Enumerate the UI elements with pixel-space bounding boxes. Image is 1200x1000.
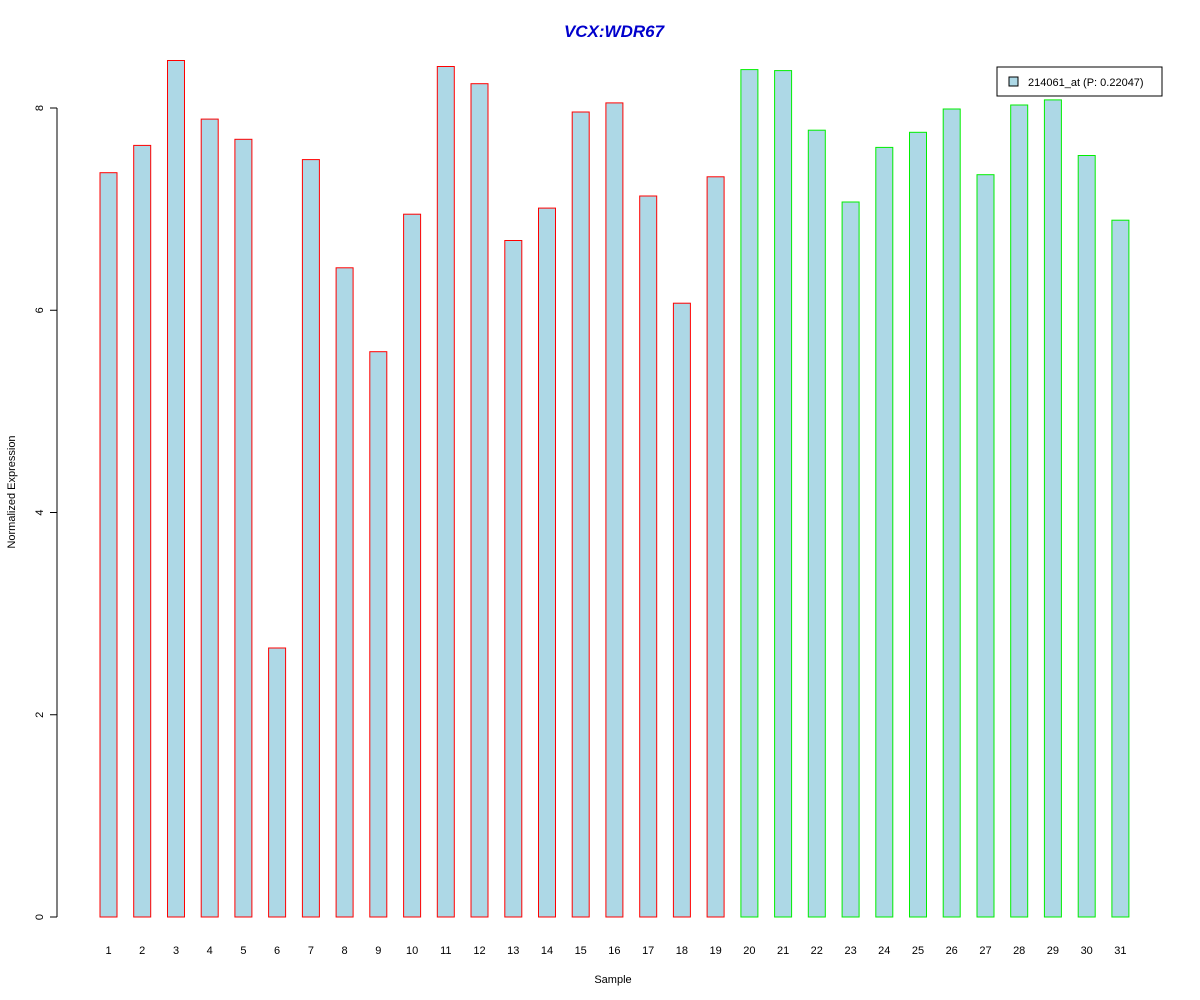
x-tick-label: 20 <box>743 945 755 957</box>
bar-sample-2 <box>133 144 152 918</box>
y-tick-label: 6 <box>34 307 46 313</box>
x-tick-label: 6 <box>274 945 280 957</box>
y-tick-label: 4 <box>34 509 46 515</box>
y-tick-label: 2 <box>34 712 46 718</box>
bar-sample-16 <box>605 102 624 918</box>
x-tick-label: 21 <box>777 945 789 957</box>
bar-sample-19 <box>706 176 725 918</box>
bar-sample-27 <box>976 174 995 918</box>
y-axis: 0 2 4 6 8 <box>34 105 58 920</box>
x-tick-label: 18 <box>676 945 688 957</box>
bar-sample-24 <box>875 146 894 918</box>
x-tick-label: 12 <box>473 945 485 957</box>
x-tick-label: 15 <box>575 945 587 957</box>
y-tick-label: 8 <box>34 105 46 111</box>
bar-sample-28 <box>1010 104 1029 918</box>
x-axis-label: Sample <box>594 974 631 986</box>
chart-title: VCX:WDR67 <box>564 22 666 41</box>
bar-sample-12 <box>470 83 489 918</box>
x-axis-tick-labels: 1 2 3 4 5 6 7 8 9 10 11 12 13 14 15 16 17 18 19 20 21 22 23 24 2… <box>105 945 1126 957</box>
bar-sample-17 <box>639 195 658 918</box>
x-tick-label: 29 <box>1047 945 1059 957</box>
legend-label: 214061_at (P: 0.22047) <box>1028 77 1144 89</box>
bar-sample-26 <box>942 108 961 918</box>
x-tick-label: 16 <box>608 945 620 957</box>
bar-sample-5 <box>234 138 253 918</box>
x-tick-label: 24 <box>878 945 890 957</box>
bar-sample-29 <box>1043 99 1062 918</box>
x-tick-label: 14 <box>541 945 553 957</box>
bar-sample-10 <box>403 213 422 918</box>
x-tick-label: 30 <box>1081 945 1093 957</box>
x-tick-label: 17 <box>642 945 654 957</box>
y-tick-label: 0 <box>34 914 46 920</box>
bar-sample-20 <box>740 69 759 918</box>
bar-sample-1 <box>99 172 118 918</box>
legend-swatch <box>1008 76 1019 87</box>
bar-sample-7 <box>301 159 320 918</box>
x-tick-label: 25 <box>912 945 924 957</box>
x-tick-label: 2 <box>139 945 145 957</box>
x-tick-label: 28 <box>1013 945 1025 957</box>
x-tick-label: 7 <box>308 945 314 957</box>
x-tick-label: 22 <box>811 945 823 957</box>
bar-sample-23 <box>841 201 860 918</box>
x-tick-label: 8 <box>342 945 348 957</box>
x-tick-label: 1 <box>105 945 111 957</box>
x-tick-label: 26 <box>946 945 958 957</box>
x-tick-label: 4 <box>207 945 213 957</box>
x-tick-label: 23 <box>844 945 856 957</box>
x-tick-label: 9 <box>375 945 381 957</box>
x-tick-label: 31 <box>1114 945 1126 957</box>
bar-sample-6 <box>268 647 287 918</box>
x-tick-label: 5 <box>240 945 246 957</box>
bar-sample-9 <box>369 351 388 918</box>
bar-sample-14 <box>538 207 556 918</box>
bar-sample-15 <box>571 111 590 918</box>
bar-sample-4 <box>200 118 219 918</box>
legend: 214061_at (P: 0.22047) <box>996 66 1163 97</box>
x-tick-label: 19 <box>709 945 721 957</box>
bar-sample-11 <box>436 66 455 918</box>
bar-sample-21 <box>774 70 793 918</box>
bar-sample-18 <box>672 302 691 918</box>
x-tick-label: 13 <box>507 945 519 957</box>
x-tick-label: 11 <box>440 945 451 957</box>
y-axis-label: Normalized Expression <box>6 435 18 548</box>
bar-sample-3 <box>167 60 185 918</box>
legend-box <box>996 66 1163 97</box>
bars-layer <box>99 60 1130 918</box>
x-tick-label: 3 <box>173 945 179 957</box>
bar-sample-13 <box>504 240 523 918</box>
x-tick-label: 10 <box>406 945 418 957</box>
bar-sample-31 <box>1111 219 1130 918</box>
bar-sample-8 <box>335 267 354 918</box>
bar-sample-30 <box>1077 155 1096 918</box>
bar-sample-22 <box>807 129 826 918</box>
x-tick-label: 27 <box>979 945 991 957</box>
bar-sample-25 <box>909 131 927 918</box>
